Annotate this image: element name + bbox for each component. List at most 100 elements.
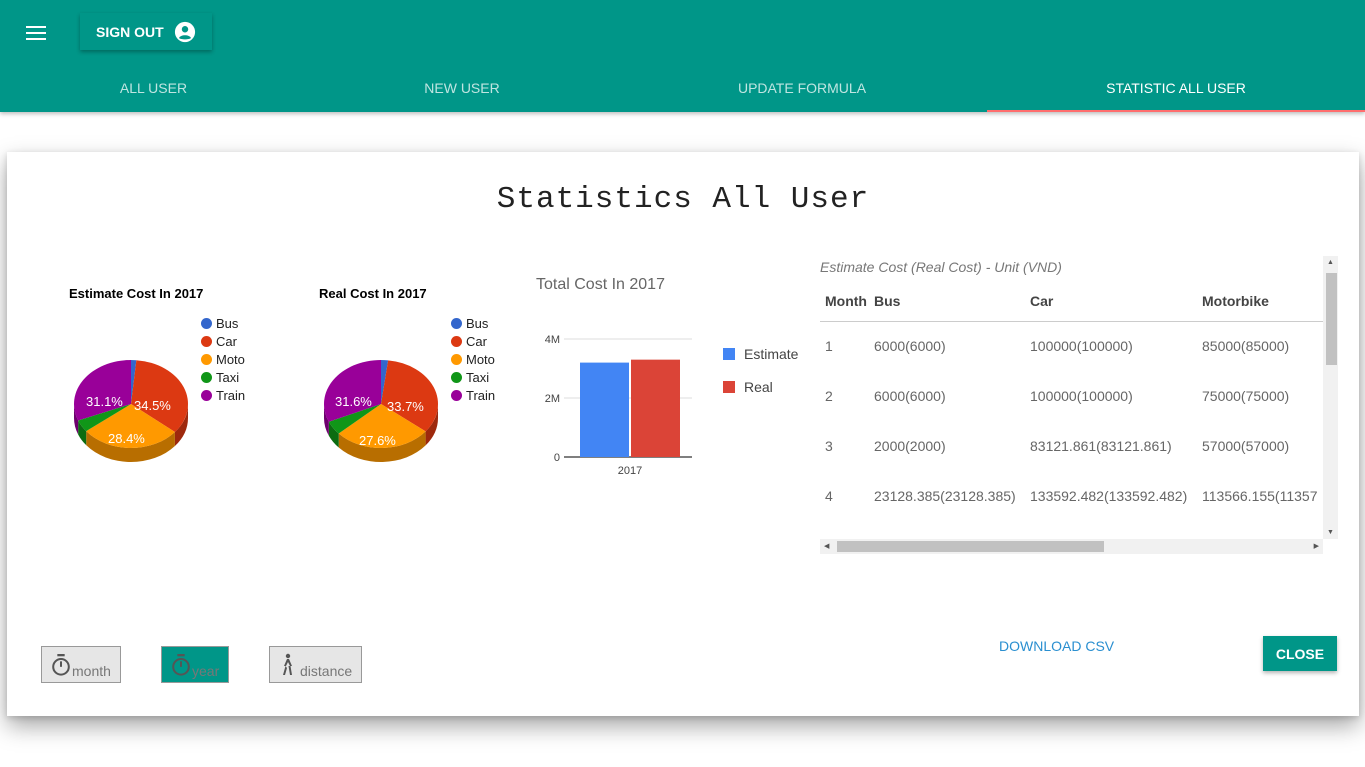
year-button[interactable]: year: [161, 646, 229, 683]
legend-item: Moto: [201, 350, 245, 368]
tab-statistic-all-user[interactable]: STATISTIC ALL USER: [987, 64, 1365, 112]
table-cell: 57000(57000): [1202, 438, 1290, 454]
pie-slice-taxi[interactable]: [78, 404, 131, 432]
tab-all-user[interactable]: ALL USER: [119, 80, 188, 96]
table-cell: 3: [825, 438, 833, 454]
legend-item: Bus: [451, 314, 495, 332]
cost-table: Month Bus Car Motorbike 1 6000(6000) 100…: [820, 281, 1323, 521]
pie-slice-side-train: [324, 404, 329, 436]
pie-slice-moto[interactable]: [338, 404, 426, 448]
table-cell: 2: [825, 388, 833, 404]
legend-swatch: [201, 335, 212, 347]
legend-label: Car: [216, 333, 237, 349]
scrollbar-thumb[interactable]: [837, 541, 1104, 552]
table-vertical-scrollbar[interactable]: ▲ ▼: [1323, 256, 1338, 539]
column-header-bus[interactable]: Bus: [874, 281, 1030, 322]
scrollbar-thumb[interactable]: [1326, 273, 1337, 365]
pie-legend: Bus Car Moto Taxi Train: [201, 314, 245, 404]
pie-chart-real: [324, 360, 438, 462]
column-header-motorbike[interactable]: Motorbike: [1202, 281, 1323, 322]
pie-legend: Bus Car Moto Taxi Train: [451, 314, 495, 404]
legend-swatch: [451, 317, 462, 329]
app-bar: SIGN OUT ALL USER NEW USER UPDATE FORMUL…: [0, 0, 1365, 112]
legend-swatch: [451, 371, 462, 383]
scroll-left-arrow-icon[interactable]: ◀: [824, 543, 830, 550]
distance-button[interactable]: distance: [269, 646, 362, 683]
legend-item: Estimate: [723, 337, 798, 370]
pie-slice-train[interactable]: [324, 360, 381, 422]
table-caption: Estimate Cost (Real Cost) - Unit (VND): [820, 259, 1062, 275]
table-horizontal-scrollbar[interactable]: ◀ ▶: [820, 539, 1323, 554]
table-cell: 2000(2000): [874, 438, 946, 454]
table-cell: 6000(6000): [874, 388, 946, 404]
close-button[interactable]: CLOSE: [1263, 636, 1337, 671]
pie-slice-taxi[interactable]: [328, 404, 381, 434]
timer-icon: [172, 653, 190, 676]
scroll-right-arrow-icon[interactable]: ▶: [1313, 543, 1319, 550]
pie-data-label: 27.6%: [359, 433, 396, 448]
y-tick-label: 2M: [545, 393, 560, 405]
tab-update-formula[interactable]: UPDATE FORMULA: [737, 80, 867, 96]
pie-slice-side-taxi: [78, 420, 87, 446]
bar-legend: Estimate Real: [723, 337, 798, 403]
legend-item: Bus: [201, 314, 245, 332]
pie-chart-title: Estimate Cost In 2017: [69, 286, 204, 301]
legend-swatch: [201, 353, 212, 365]
tab-new-user[interactable]: NEW USER: [424, 80, 500, 96]
legend-label: Estimate: [744, 345, 799, 362]
tab-bar: ALL USER NEW USER UPDATE FORMULA STATIST…: [0, 64, 1365, 112]
legend-label: Moto: [216, 351, 245, 367]
hamburger-menu-icon[interactable]: [24, 22, 48, 42]
walking-person-icon: [283, 653, 292, 675]
bar-estimate[interactable]: [580, 362, 629, 457]
pie-data-label: 31.1%: [86, 394, 123, 409]
column-header-month[interactable]: Month: [820, 281, 874, 322]
table-cell: 1: [825, 338, 833, 355]
pie-slice-side-taxi: [328, 421, 339, 448]
x-tick-label: 2017: [618, 465, 642, 477]
account-circle-icon: [174, 21, 195, 42]
pie-slice-train[interactable]: [74, 360, 131, 421]
y-tick-label: 0: [554, 452, 560, 464]
pie-slice-car[interactable]: [381, 360, 438, 432]
pie-slice-bus[interactable]: [381, 360, 389, 404]
table-row: 2 6000(6000) 100000(100000) 75000(75000): [820, 371, 1323, 421]
sign-out-button[interactable]: SIGN OUT: [80, 13, 212, 50]
legend-item: Car: [451, 332, 495, 350]
legend-label: Bus: [466, 315, 489, 331]
pie-slice-side-car: [174, 404, 188, 447]
legend-item: Taxi: [201, 368, 245, 386]
legend-label: Train: [466, 387, 496, 403]
download-csv-link[interactable]: DOWNLOAD CSV: [999, 638, 1115, 654]
month-button[interactable]: month: [41, 646, 121, 683]
distance-button-label: distance: [300, 662, 353, 679]
table-cell: 4: [825, 488, 833, 504]
column-header-car[interactable]: Car: [1030, 281, 1202, 322]
bar-real[interactable]: [631, 359, 680, 457]
table-cell: 6000(6000): [874, 338, 946, 355]
legend-swatch: [451, 389, 462, 401]
legend-item: Train: [451, 386, 495, 404]
table-cell: 85000(85000): [1202, 338, 1290, 355]
cost-table-container: Month Bus Car Motorbike 1 6000(6000) 100…: [820, 281, 1323, 539]
legend-label: Moto: [466, 351, 495, 367]
legend-item: Moto: [451, 350, 495, 368]
pie-slice-moto[interactable]: [86, 404, 175, 448]
pie-data-label: 33.7%: [387, 399, 424, 414]
legend-swatch: [723, 380, 735, 393]
pie-slice-bus[interactable]: [131, 360, 137, 404]
legend-item: Taxi: [451, 368, 495, 386]
table-cell: 100000(100000): [1030, 338, 1133, 355]
pie-slice-side-car: [425, 404, 438, 446]
legend-label: Real: [744, 378, 773, 395]
dialog-title: Statistics All User: [496, 182, 870, 217]
pie-data-label: 31.6%: [335, 394, 372, 409]
pie-slice-car[interactable]: [131, 360, 188, 433]
scroll-up-arrow-icon[interactable]: ▲: [1327, 259, 1334, 266]
year-button-label: year: [192, 662, 220, 679]
pie-data-label: 34.5%: [134, 398, 171, 413]
scroll-down-arrow-icon[interactable]: ▼: [1327, 529, 1334, 536]
legend-item: Car: [201, 332, 245, 350]
sign-out-label: SIGN OUT: [96, 23, 164, 40]
legend-label: Taxi: [466, 369, 490, 385]
